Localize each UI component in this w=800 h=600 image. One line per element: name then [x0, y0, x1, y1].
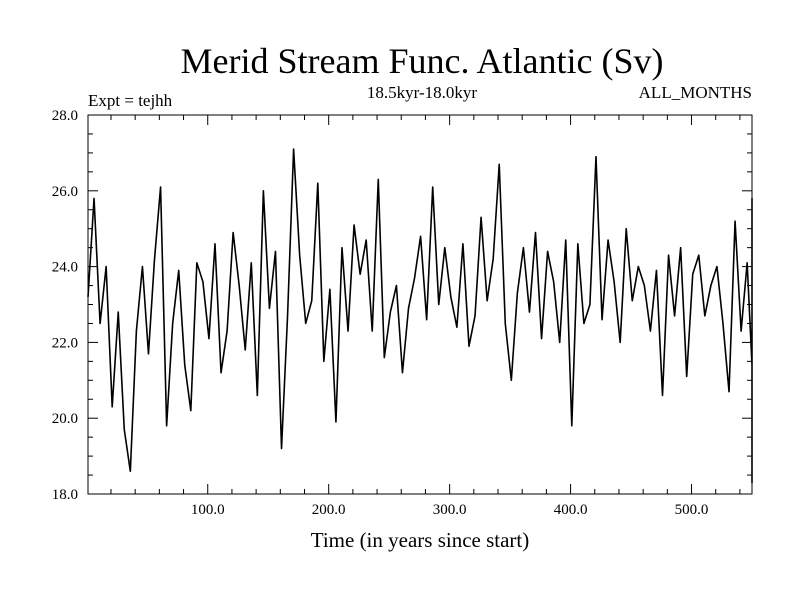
chart-subtitle: 18.5kyr-18.0kyr — [367, 83, 477, 102]
series-line — [87, 148, 753, 484]
x-tick-label: 200.0 — [312, 502, 346, 518]
months-label: ALL_MONTHS — [639, 83, 752, 102]
chart-title: Merid Stream Func. Atlantic (Sv) — [181, 41, 664, 81]
x-axis-label: Time (in years since start) — [311, 528, 530, 552]
x-tick-label: 500.0 — [675, 502, 709, 518]
y-tick-label: 28.0 — [52, 108, 78, 124]
y-tick-label: 22.0 — [52, 335, 78, 351]
x-tick-label: 400.0 — [554, 502, 588, 518]
y-tick-label: 26.0 — [52, 184, 78, 200]
y-tick-label: 20.0 — [52, 411, 78, 427]
expt-label: Expt = tejhh — [88, 91, 173, 110]
x-tick-label: 300.0 — [433, 502, 467, 518]
x-tick-label: 100.0 — [191, 502, 225, 518]
ticks-group: 100.0 200.0 300.0 400.0 500.0 18.0 20.0 22.0 24.… — [52, 108, 752, 518]
y-tick-label: 18.0 — [52, 487, 78, 503]
y-tick-label: 24.0 — [52, 260, 78, 276]
